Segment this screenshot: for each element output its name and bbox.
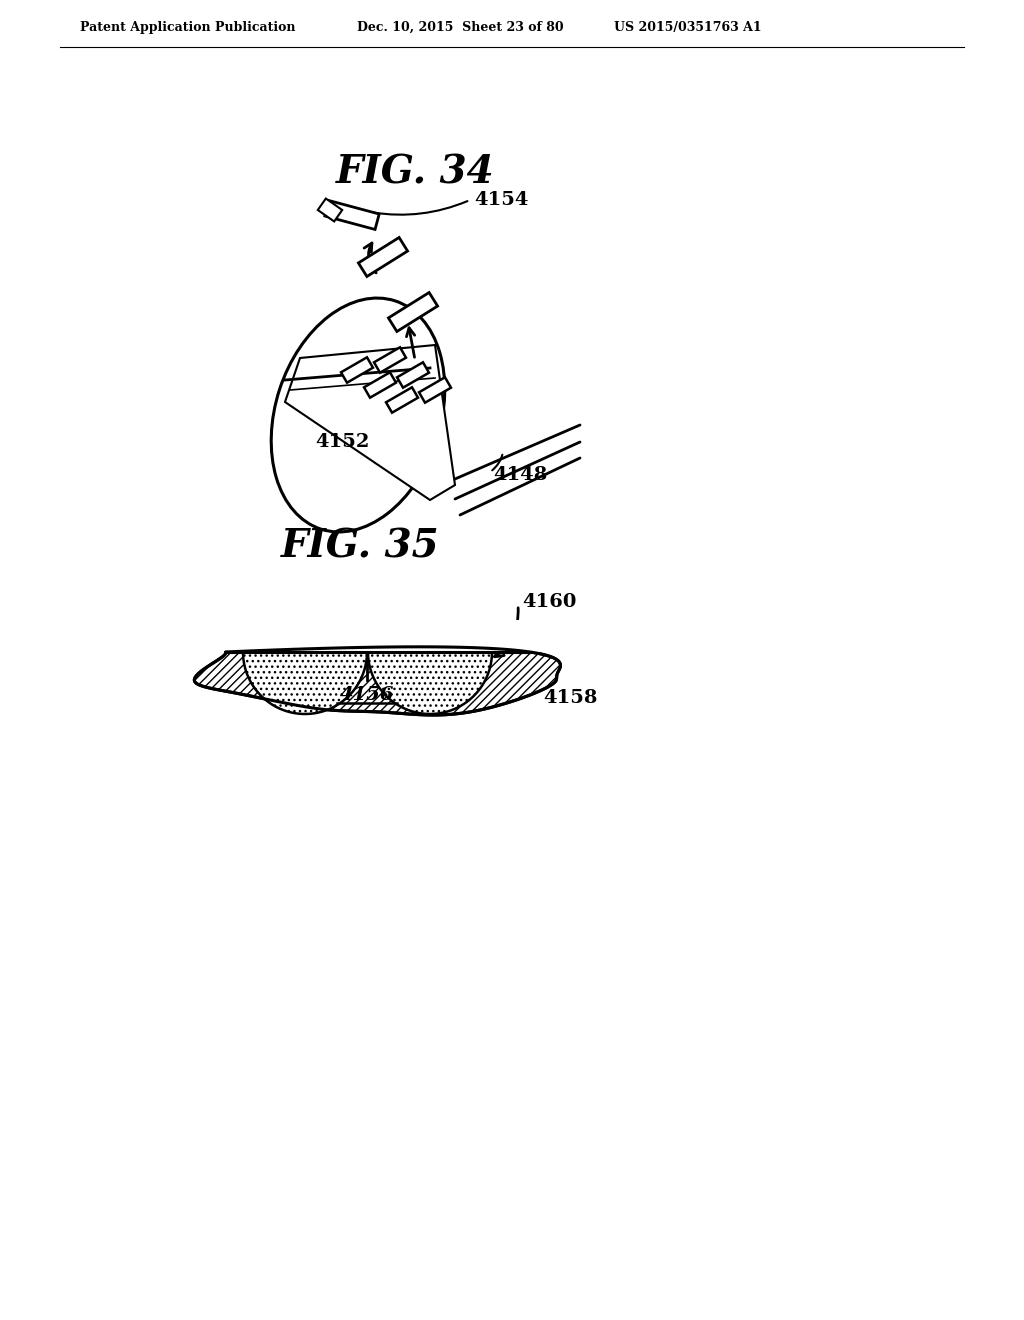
Text: FIG. 35: FIG. 35 bbox=[281, 528, 439, 566]
Polygon shape bbox=[341, 358, 373, 383]
Polygon shape bbox=[368, 652, 492, 714]
Text: 4148: 4148 bbox=[493, 466, 547, 484]
Polygon shape bbox=[386, 387, 418, 413]
Polygon shape bbox=[397, 362, 429, 388]
Text: 4160: 4160 bbox=[522, 593, 577, 611]
Polygon shape bbox=[285, 345, 455, 500]
Text: 4152: 4152 bbox=[315, 433, 370, 451]
Polygon shape bbox=[419, 378, 451, 403]
Text: 4158: 4158 bbox=[543, 689, 597, 708]
Text: US 2015/0351763 A1: US 2015/0351763 A1 bbox=[614, 21, 762, 33]
Text: Dec. 10, 2015  Sheet 23 of 80: Dec. 10, 2015 Sheet 23 of 80 bbox=[357, 21, 563, 33]
Polygon shape bbox=[243, 652, 367, 714]
Polygon shape bbox=[358, 238, 408, 276]
Polygon shape bbox=[364, 372, 396, 397]
Ellipse shape bbox=[271, 298, 444, 532]
Text: 4154: 4154 bbox=[474, 191, 528, 209]
Polygon shape bbox=[317, 198, 342, 222]
Polygon shape bbox=[325, 201, 379, 230]
Text: FIG. 34: FIG. 34 bbox=[336, 153, 495, 191]
Polygon shape bbox=[388, 293, 437, 331]
Polygon shape bbox=[200, 620, 560, 652]
Text: 4156: 4156 bbox=[340, 686, 394, 704]
Polygon shape bbox=[195, 647, 560, 715]
Text: Patent Application Publication: Patent Application Publication bbox=[80, 21, 296, 33]
Polygon shape bbox=[374, 347, 406, 372]
